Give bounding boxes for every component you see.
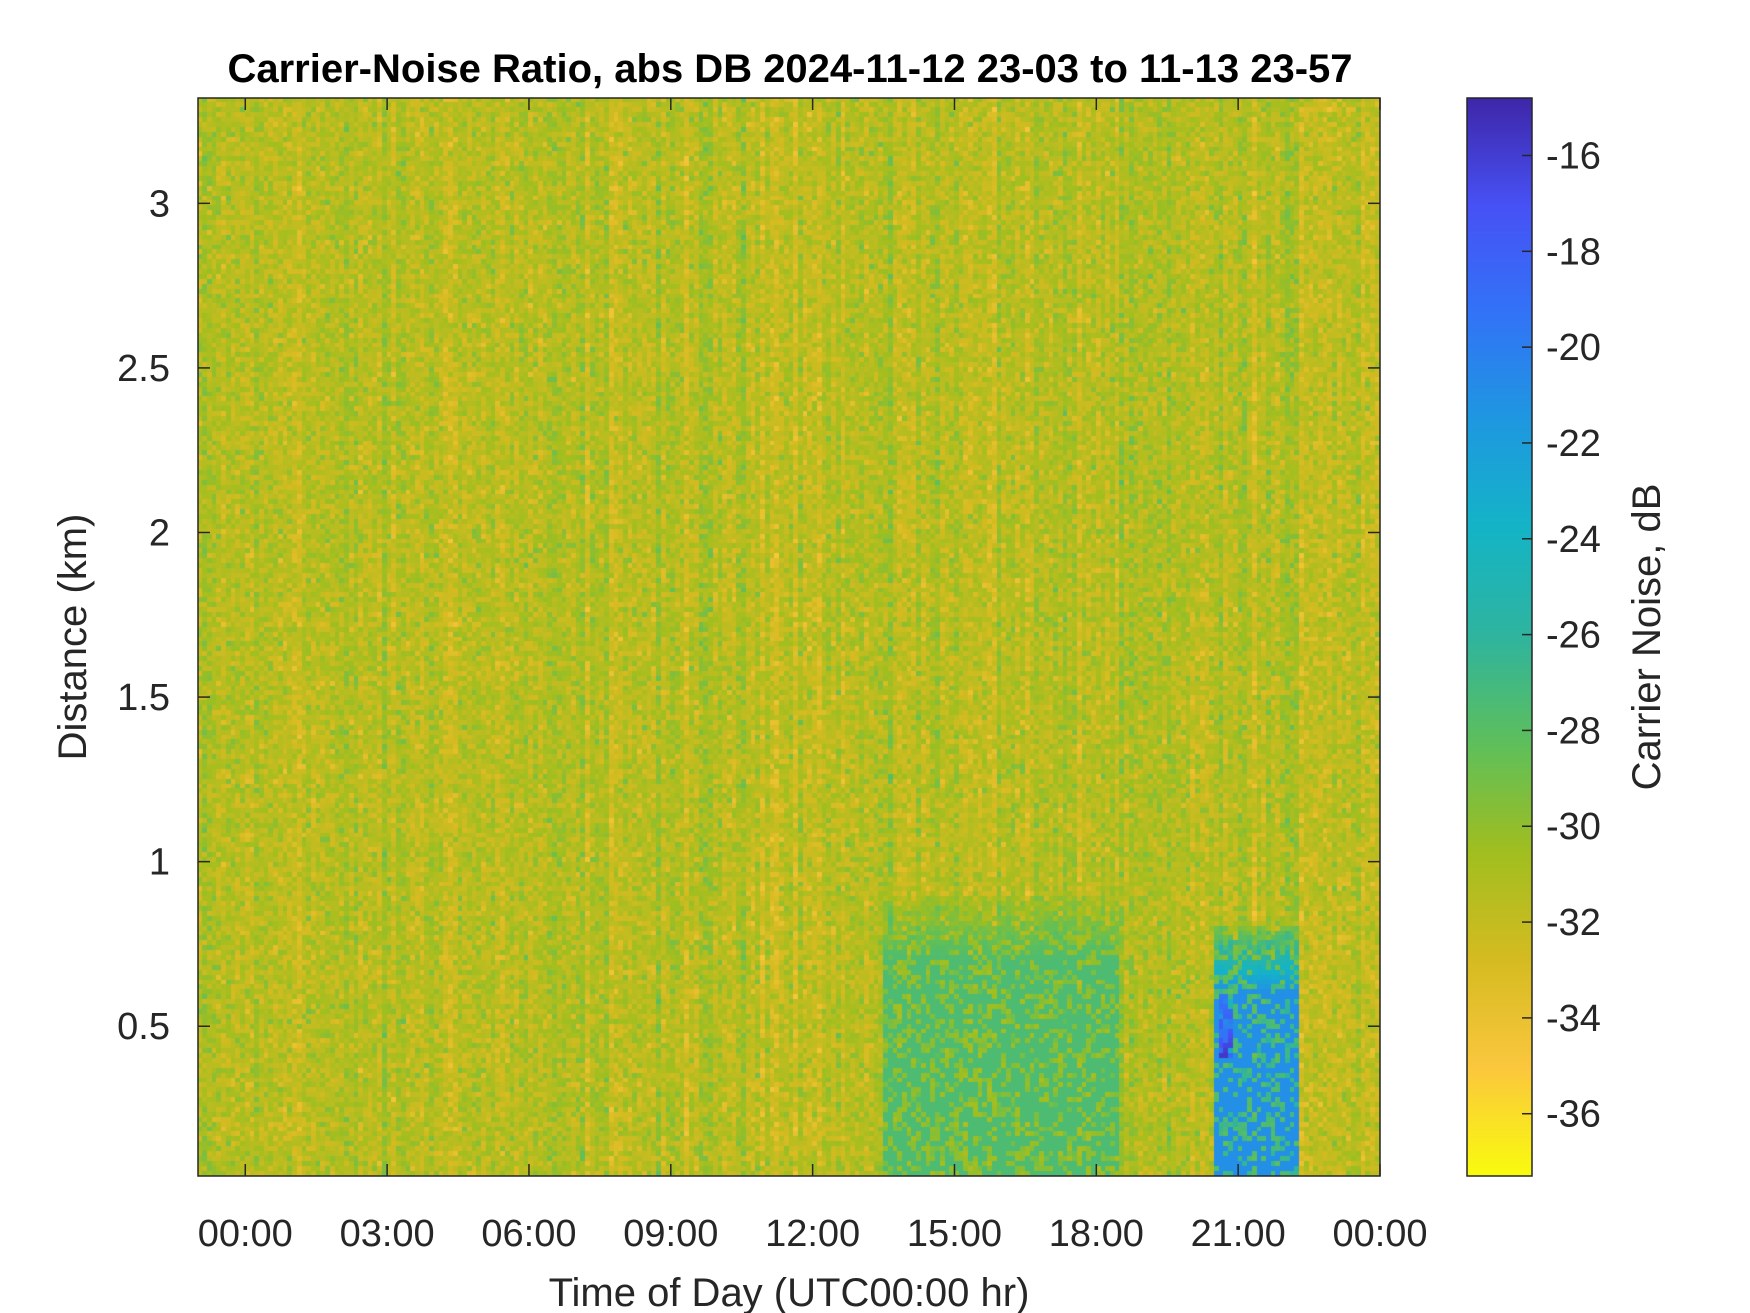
x-tick-label: 06:00 [481, 1213, 576, 1255]
heatmap [198, 98, 1380, 1176]
y-tick-label: 1.5 [117, 677, 170, 719]
colorbar-tick-label: -16 [1546, 135, 1601, 177]
colorbar-tick-label: -18 [1546, 231, 1601, 273]
x-tick-label: 00:00 [1332, 1213, 1427, 1255]
y-axis-label: Distance (km) [51, 514, 95, 761]
colorbar-tick-label: -24 [1546, 519, 1601, 561]
y-tick-label: 3 [149, 183, 170, 225]
colorbar-tick-label: -28 [1546, 710, 1601, 752]
chart-title: Carrier-Noise Ratio, abs DB 2024-11-12 2… [227, 47, 1352, 91]
colorbar: -16 -18 -20 -22 -24 -26 -28 -30 -32 -34 -36 [1466, 97, 1601, 1177]
y-axis: 0.5 1 1.5 2 2.5 3 [117, 183, 1380, 1048]
y-tick-label: 2.5 [117, 348, 170, 390]
colorbar-tick-label: -32 [1546, 902, 1601, 944]
colorbar-tick-label: -22 [1546, 423, 1601, 465]
colorbar-tick-label: -20 [1546, 327, 1601, 369]
x-tick-label: 12:00 [765, 1213, 860, 1255]
y-tick-label: 2 [149, 512, 170, 554]
x-tick-label: 18:00 [1049, 1213, 1144, 1255]
colorbar-label: Carrier Noise, dB [1625, 484, 1669, 791]
plot-frame [197, 97, 1381, 1177]
y-tick-label: 1 [149, 842, 170, 884]
colorbar-tick-label: -30 [1546, 806, 1601, 848]
x-tick-label: 09:00 [623, 1213, 718, 1255]
y-tick-label: 0.5 [117, 1006, 170, 1048]
colorbar-gradient [1466, 97, 1533, 1177]
heatmap-image [198, 98, 1380, 1176]
x-tick-label: 00:00 [198, 1213, 293, 1255]
colorbar-tick-label: -26 [1546, 615, 1601, 657]
x-tick-label: 03:00 [340, 1213, 435, 1255]
x-tick-label: 21:00 [1191, 1213, 1286, 1255]
x-tick-label: 15:00 [907, 1213, 1002, 1255]
x-axis-label: Time of Day (UTC00:00 hr) [549, 1271, 1030, 1313]
colorbar-tick-label: -34 [1546, 998, 1601, 1040]
plot-area: 00:00 03:00 06:00 09:00 12:00 15:00 18:00 21:00… [117, 97, 1428, 1255]
colorbar-tick-label: -36 [1546, 1094, 1601, 1136]
x-axis: 00:00 03:00 06:00 09:00 12:00 15:00 18:00 21:00… [198, 98, 1428, 1255]
colorbar-ticks: -16 -18 -20 -22 -24 -26 -28 -30 -32 -34 -36 [1522, 135, 1601, 1136]
